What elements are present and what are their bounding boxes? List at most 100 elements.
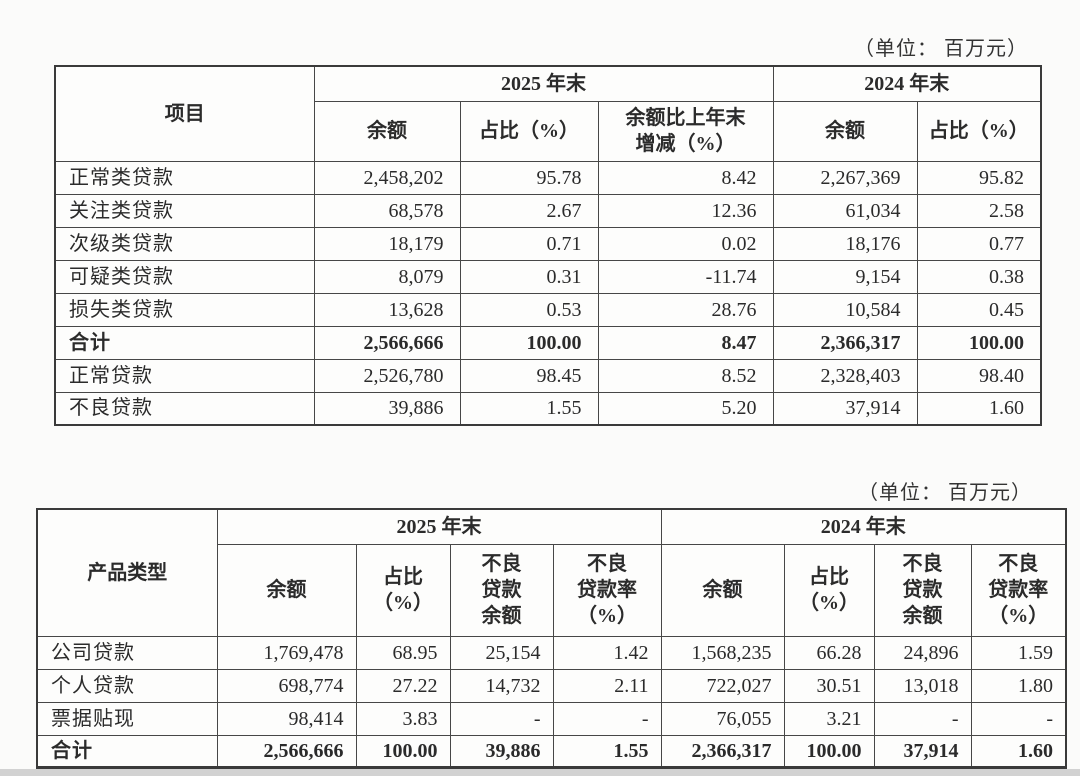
balance-2025-cell: 2,566,666: [216, 734, 357, 769]
npl-ratio-2024-cell: 1.60: [970, 734, 1067, 769]
balance-2024-cell: 9,154: [772, 259, 918, 294]
share-2024-cell: 0.45: [916, 292, 1042, 327]
table2-header-groups: 产品类型 2025 年末 2024 年末: [36, 508, 1067, 637]
unit-note-table2: （单位： 百万元）: [858, 482, 1032, 504]
npl-balance-2025-cell: 39,886: [449, 734, 554, 769]
balance-2025-cell: 8,079: [313, 259, 461, 294]
balance-2025-cell: 18,179: [313, 226, 461, 261]
table2-header-item: 产品类型: [36, 508, 218, 637]
balance-2025-cell: 2,526,780: [313, 358, 461, 393]
share-2024-cell: 100.00: [783, 734, 875, 769]
change-cell: 5.20: [597, 391, 774, 426]
npl-ratio-2025-cell: -: [552, 701, 662, 736]
table2-header-columns: 余额 占比 （%） 不良 贷款 余额 不良 贷款率 （%） 余额 占比 （%） …: [37, 543, 1067, 637]
row-label-cell: 个人贷款: [36, 668, 218, 703]
share-2024-cell: 30.51: [783, 668, 875, 703]
share-2024-cell: 3.21: [783, 701, 875, 736]
unit-note-table1: （单位： 百万元）: [854, 38, 1028, 60]
share-2024-cell: 66.28: [783, 635, 875, 670]
table1-header-share-2025: 占比（%）: [459, 100, 599, 162]
table-row: 正常类贷款 2,458,202 95.78 8.42 2,267,369 95.…: [54, 160, 1042, 195]
table1-header-columns: 余额 占比（%） 余额比上年末 增减（%） 余额 占比（%）: [55, 100, 1042, 162]
balance-2025-cell: 1,769,478: [216, 635, 357, 670]
balance-2024-cell: 10,584: [772, 292, 918, 327]
balance-2024-cell: 1,568,235: [660, 635, 785, 670]
table2-header-share-2025: 占比 （%）: [355, 543, 451, 637]
balance-2024-cell: 2,328,403: [772, 358, 918, 393]
change-cell: 0.02: [597, 226, 774, 261]
npl-ratio-2024-cell: 1.80: [970, 668, 1067, 703]
table-row: 个人贷款 698,774 27.22 14,732 2.11 722,027 3…: [36, 668, 1067, 703]
row-label-cell: 合计: [54, 325, 315, 360]
table2-header-balance-2025: 余额: [216, 543, 357, 637]
balance-2025-cell: 13,628: [313, 292, 461, 327]
change-cell: 8.52: [597, 358, 774, 393]
table-row: 票据贴现 98,414 3.83 - - 76,055 3.21 - -: [36, 701, 1067, 736]
share-2024-cell: 0.77: [916, 226, 1042, 261]
page-edge-divider: [0, 769, 1080, 776]
share-2024-cell: 98.40: [916, 358, 1042, 393]
table-row: 可疑类贷款 8,079 0.31 -11.74 9,154 0.38: [54, 259, 1042, 294]
table2-header-share-2024: 占比 （%）: [783, 543, 875, 637]
npl-balance-2025-cell: 25,154: [449, 635, 554, 670]
npl-balance-2025-cell: 14,732: [449, 668, 554, 703]
table1-header-2024: 2024 年末: [772, 65, 1042, 102]
npl-ratio-2025-cell: 1.55: [552, 734, 662, 769]
row-label-cell: 关注类贷款: [54, 193, 315, 228]
npl-balance-2024-cell: -: [873, 701, 972, 736]
table2-header-2025: 2025 年末: [216, 508, 662, 545]
row-label-cell: 正常类贷款: [54, 160, 315, 195]
table-row: 不良贷款 39,886 1.55 5.20 37,914 1.60: [54, 391, 1042, 426]
balance-2025-cell: 68,578: [313, 193, 461, 228]
change-cell: -11.74: [597, 259, 774, 294]
table1-header-groups: 项目 2025 年末 2024 年末: [54, 65, 1042, 162]
npl-ratio-2025-cell: 2.11: [552, 668, 662, 703]
balance-2025-cell: 2,458,202: [313, 160, 461, 195]
table2-header-npl-ratio-2024: 不良 贷款率 （%）: [970, 543, 1067, 637]
loan-classification-table: 项目 2025 年末 2024 年末 余额 占比（%） 余额比上年末 增减（%）…: [54, 65, 1043, 426]
balance-2025-cell: 698,774: [216, 668, 357, 703]
table2-header-npl-balance-2025: 不良 贷款 余额: [449, 543, 554, 637]
balance-2024-cell: 722,027: [660, 668, 785, 703]
share-2024-cell: 0.38: [916, 259, 1042, 294]
table-row: 损失类贷款 13,628 0.53 28.76 10,584 0.45: [54, 292, 1042, 327]
share-2025-cell: 0.31: [459, 259, 599, 294]
npl-balance-2025-cell: -: [449, 701, 554, 736]
npl-balance-2024-cell: 13,018: [873, 668, 972, 703]
table2-header-2024: 2024 年末: [660, 508, 1067, 545]
table1-header-balance-2024: 余额: [772, 100, 918, 162]
table-row: 公司贷款 1,769,478 68.95 25,154 1.42 1,568,2…: [36, 635, 1067, 670]
balance-2024-cell: 2,366,317: [660, 734, 785, 769]
table-row: 正常贷款 2,526,780 98.45 8.52 2,328,403 98.4…: [54, 358, 1042, 393]
row-label-cell: 票据贴现: [36, 701, 218, 736]
share-2025-cell: 27.22: [355, 668, 451, 703]
table-row: 次级类贷款 18,179 0.71 0.02 18,176 0.77: [54, 226, 1042, 261]
npl-balance-2024-cell: 37,914: [873, 734, 972, 769]
balance-2024-cell: 61,034: [772, 193, 918, 228]
change-cell: 28.76: [597, 292, 774, 327]
table2-header-npl-ratio-2025: 不良 贷款率 （%）: [552, 543, 662, 637]
row-label-cell: 可疑类贷款: [54, 259, 315, 294]
row-label-cell: 合计: [36, 734, 218, 769]
share-2024-cell: 95.82: [916, 160, 1042, 195]
row-label-cell: 损失类贷款: [54, 292, 315, 327]
change-cell: 8.42: [597, 160, 774, 195]
share-2025-cell: 0.53: [459, 292, 599, 327]
npl-ratio-2025-cell: 1.42: [552, 635, 662, 670]
share-2025-cell: 3.83: [355, 701, 451, 736]
table-row: 关注类贷款 68,578 2.67 12.36 61,034 2.58: [54, 193, 1042, 228]
balance-2024-cell: 18,176: [772, 226, 918, 261]
share-2025-cell: 0.71: [459, 226, 599, 261]
row-label-cell: 正常贷款: [54, 358, 315, 393]
npl-ratio-2024-cell: -: [970, 701, 1067, 736]
balance-2025-cell: 2,566,666: [313, 325, 461, 360]
table1-header-change-2025: 余额比上年末 增减（%）: [597, 100, 774, 162]
row-label-cell: 公司贷款: [36, 635, 218, 670]
share-2025-cell: 100.00: [459, 325, 599, 360]
balance-2024-cell: 37,914: [772, 391, 918, 426]
balance-2024-cell: 76,055: [660, 701, 785, 736]
balance-2024-cell: 2,267,369: [772, 160, 918, 195]
loan-by-product-table: 产品类型 2025 年末 2024 年末 余额 占比 （%） 不良 贷款 余额 …: [36, 508, 1067, 770]
share-2025-cell: 2.67: [459, 193, 599, 228]
table-total-row: 合计 2,566,666 100.00 8.47 2,366,317 100.0…: [54, 325, 1042, 360]
